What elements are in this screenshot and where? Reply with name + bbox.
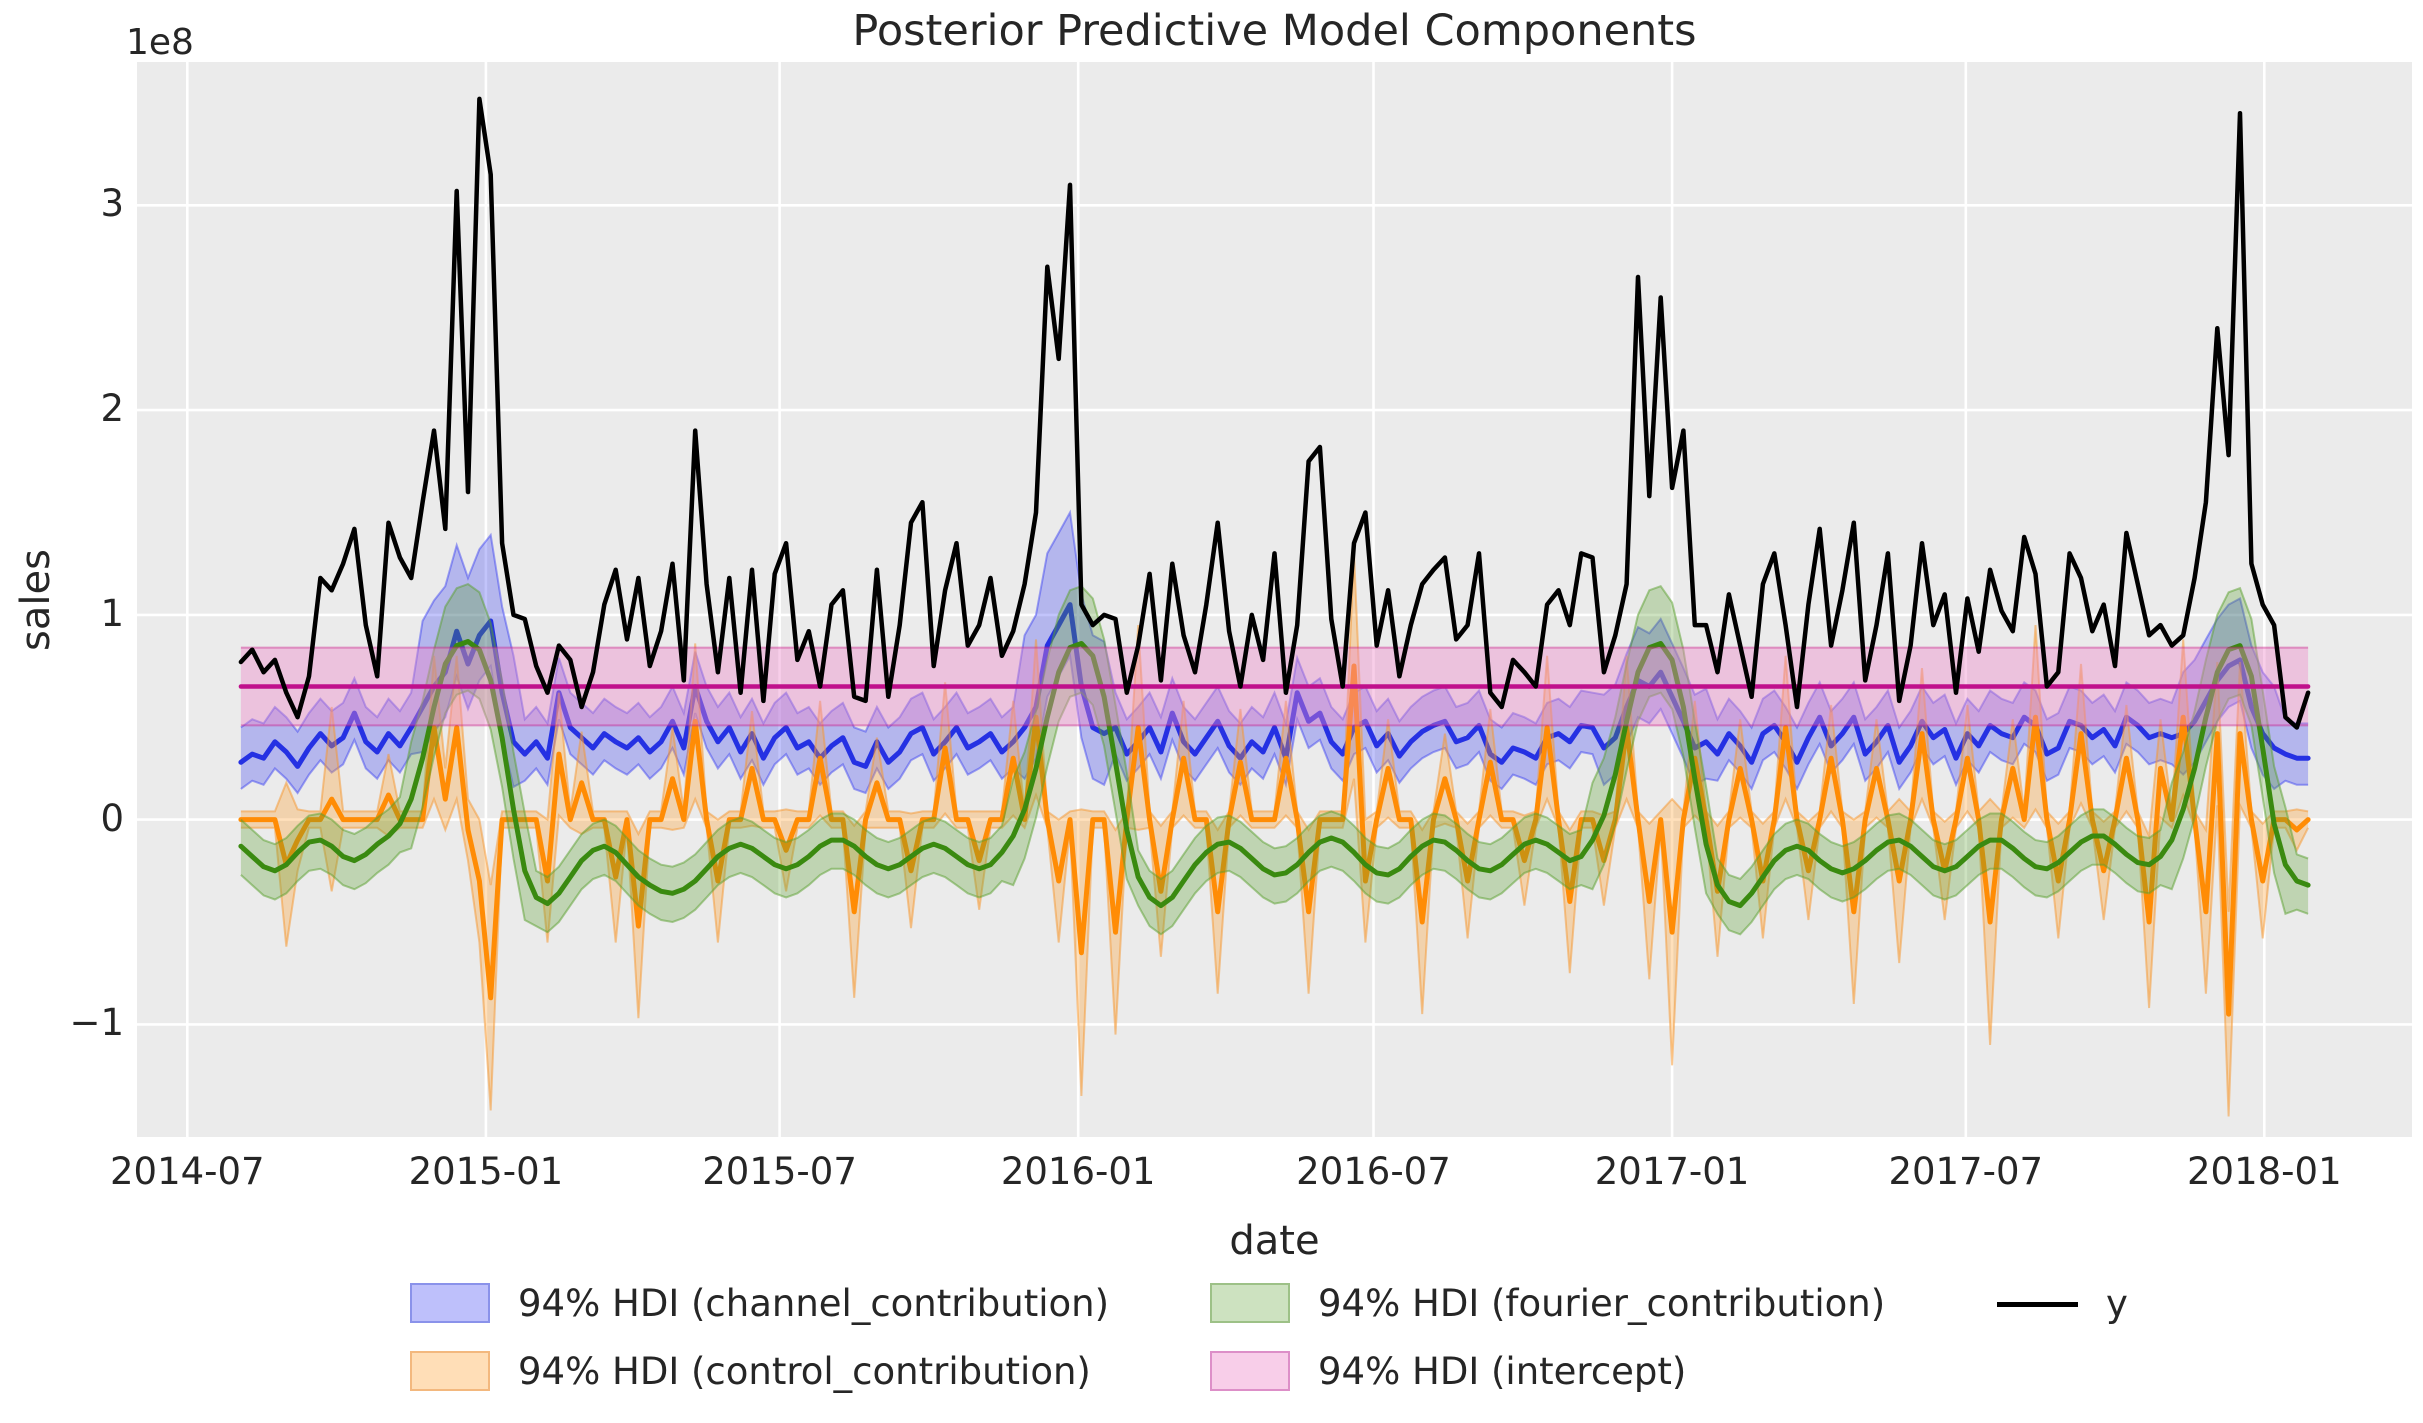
series-fourier_contribution	[238, 582, 2311, 936]
series-y	[238, 96, 2311, 730]
legend-label-intercept-hdi: 94% HDI (intercept)	[1318, 1349, 1687, 1393]
y-tick-label: −1	[69, 1001, 124, 1045]
x-tick-label: 2016-07	[1296, 1150, 1451, 1193]
x-tick-label: 2015-07	[702, 1150, 857, 1193]
control-hdi-swatch-icon	[410, 1351, 490, 1391]
legend-item-y: y	[1997, 1281, 2128, 1325]
x-tick-label: 2016-01	[1000, 1150, 1156, 1193]
intercept-hdi-swatch-icon	[1210, 1351, 1290, 1391]
legend-label-channel-hdi: 94% HDI (channel_contribution)	[518, 1281, 1110, 1325]
x-axis-label: date	[1229, 1218, 1320, 1264]
plot-svg	[137, 62, 2412, 1137]
legend-item-channel-hdi: 94% HDI (channel_contribution)	[410, 1281, 1110, 1325]
y-line-swatch-icon	[1997, 1301, 2078, 1307]
chart-title: Posterior Predictive Model Components	[852, 6, 1697, 56]
legend-label-fourier-hdi: 94% HDI (fourier_contribution)	[1318, 1281, 1886, 1325]
y-tick-label: 2	[100, 387, 124, 431]
fourier-hdi-swatch-icon	[1210, 1283, 1290, 1323]
y-tick-label: 3	[100, 182, 124, 226]
x-tick-label: 2018-01	[2187, 1150, 2342, 1193]
x-tick-label: 2017-01	[1594, 1150, 1750, 1193]
y-axis-offset-label: 1e8	[126, 22, 194, 63]
x-tick-label: 2017-07	[1888, 1150, 2044, 1193]
x-tick-label: 2015-01	[408, 1150, 564, 1193]
legend-item-intercept-hdi: 94% HDI (intercept)	[1210, 1349, 1687, 1393]
y-tick-label: 1	[100, 591, 124, 635]
legend-item-fourier-hdi: 94% HDI (fourier_contribution)	[1210, 1281, 1886, 1325]
legend-item-control-hdi: 94% HDI (control_contribution)	[410, 1349, 1091, 1393]
y-tick-label: 0	[100, 796, 124, 840]
channel-hdi-swatch-icon	[410, 1283, 490, 1323]
series-control_contribution	[238, 553, 2311, 1117]
legend-label-y: y	[2106, 1281, 2128, 1325]
plot-area	[137, 62, 2412, 1137]
legend-label-control-hdi: 94% HDI (control_contribution)	[518, 1349, 1091, 1393]
x-tick-label: 2014-07	[109, 1150, 265, 1193]
